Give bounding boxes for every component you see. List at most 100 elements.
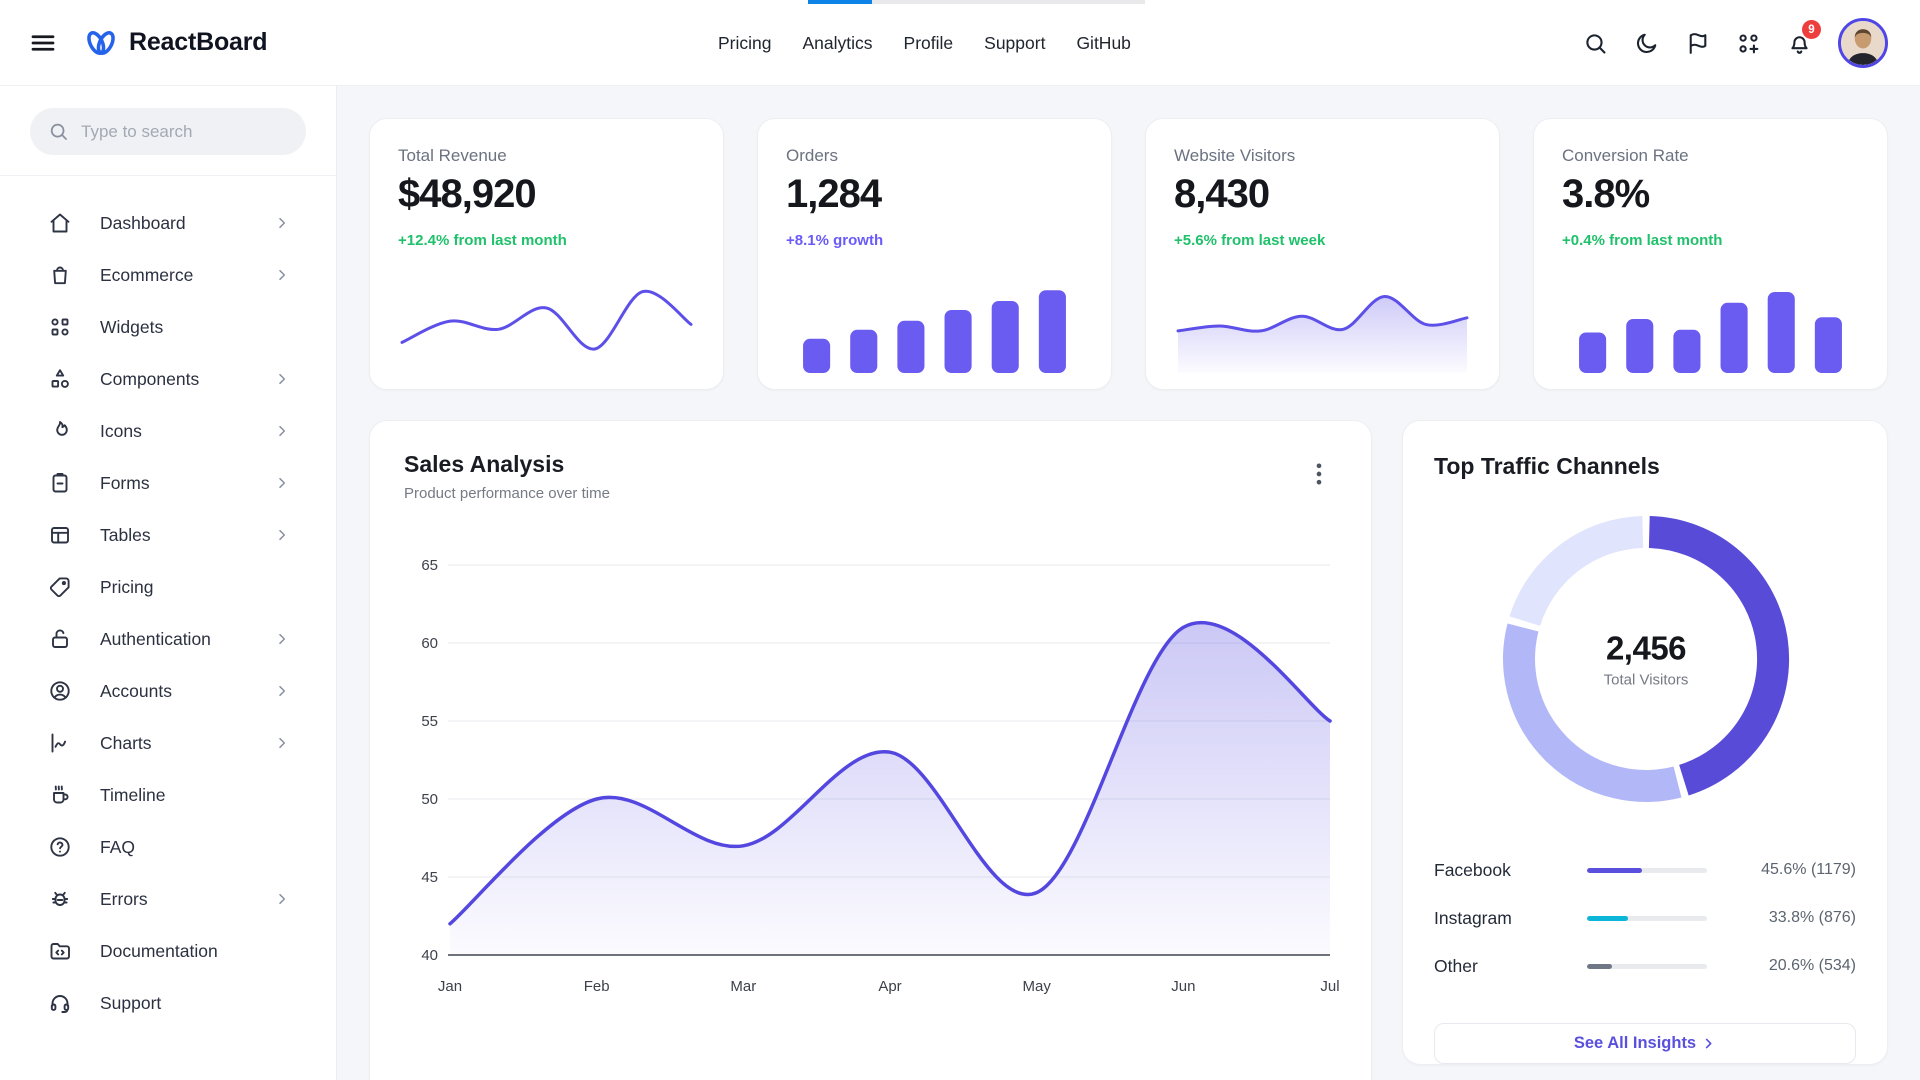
traffic-channel-row-facebook: Facebook45.6% (1179) [1434,846,1856,894]
search-input[interactable] [81,122,288,142]
stat-delta: +8.1% growth [786,232,1083,249]
svg-text:Jun: Jun [1171,978,1195,995]
search-icon [1583,31,1608,56]
sales-analysis-card: Sales Analysis Product performance over … [369,420,1372,1080]
home-icon [48,211,72,235]
chart-line-icon [48,731,72,755]
sidebar-item-widgets[interactable]: Widgets [0,301,336,353]
apps-menu-button[interactable] [1728,23,1768,63]
shapes-icon [48,367,72,391]
sidebar-item-label: Charts [100,733,152,754]
chevron-right-icon [274,683,290,699]
bug-icon [48,887,72,911]
tag-icon [48,575,72,599]
stat-label: Orders [786,146,1083,166]
stat-cards-row: Total Revenue$48,920+12.4% from last mon… [369,118,1888,390]
chevron-right-icon [1701,1036,1716,1051]
mug-icon [48,783,72,807]
traffic-channels-card: Top Traffic Channels 2,456 Total Visitor… [1402,420,1888,1065]
charts-row: Sales Analysis Product performance over … [369,420,1888,1080]
stat-card-total-revenue: Total Revenue$48,920+12.4% from last mon… [369,118,724,390]
sidebar-item-label: Icons [100,421,142,442]
brand: ReactBoard [82,26,267,60]
sidebar-search [30,108,306,155]
stat-card-conversion-rate: Conversion Rate3.8%+0.4% from last month [1533,118,1888,390]
stat-delta: +5.6% from last week [1174,232,1471,249]
traffic-channel-row-other: Other20.6% (534) [1434,942,1856,990]
svg-text:Feb: Feb [584,978,610,995]
total-visitors-value: 2,456 [1546,630,1746,668]
sidebar: DashboardEcommerceWidgetsComponents Icons… [0,86,337,1080]
traffic-channel-row-instagram: Instagram33.8% (876) [1434,894,1856,942]
sidebar-menu: DashboardEcommerceWidgetsComponents Icons… [0,176,336,1029]
see-all-insights-button[interactable]: See All Insights [1434,1023,1856,1064]
stat-delta: +12.4% from last month [398,232,695,249]
chevron-right-icon [274,215,290,231]
sidebar-item-faq[interactable]: FAQ [0,821,336,873]
sidebar-item-authentication[interactable]: Authentication [0,613,336,665]
nav-link-pricing[interactable]: Pricing [718,33,772,54]
stat-value: 3.8% [1562,172,1859,217]
nav-link-profile[interactable]: Profile [904,33,954,54]
svg-text:55: 55 [421,713,438,730]
sales-analysis-chart: 404550556065JanFebMarAprMayJunJul [370,549,1373,1001]
sidebar-item-tables[interactable]: Tables [0,509,336,561]
svg-text:50: 50 [421,791,438,808]
sidebar-item-documentation[interactable]: Documentation [0,925,336,977]
nav-link-support[interactable]: Support [984,33,1045,54]
nav-link-github[interactable]: GitHub [1076,33,1130,54]
user-avatar[interactable] [1838,18,1888,68]
sidebar-item-forms[interactable]: Forms [0,457,336,509]
sidebar-item-support[interactable]: Support [0,977,336,1029]
chevron-right-icon [274,371,290,387]
apps-grid-icon [1736,31,1761,56]
sales-analysis-title: Sales Analysis [404,451,1337,478]
flag-icon [1685,31,1710,56]
svg-text:Jul: Jul [1320,978,1339,995]
page-loading-bar [808,0,1145,4]
sidebar-item-errors[interactable]: Errors [0,873,336,925]
flame-icon [48,419,72,443]
chevron-right-icon [274,631,290,647]
traffic-legend: Facebook45.6% (1179)Instagram33.8% (876)… [1434,846,1856,990]
search-button[interactable] [1575,23,1615,63]
menu-toggle-button[interactable] [28,28,58,58]
topbar-actions: 9 [1575,0,1888,86]
sidebar-item-accounts[interactable]: Accounts [0,665,336,717]
brand-logo-icon [82,26,120,60]
chevron-right-icon [274,475,290,491]
sidebar-item-label: Pricing [100,577,154,598]
stat-card-website-visitors: Website Visitors 8,430 +5.6% from last wee… [1145,118,1500,390]
folder-code-icon [48,939,72,963]
brand-name: ReactBoard [129,28,267,57]
channel-name: Facebook [1434,860,1587,881]
question-circle-icon [48,835,72,859]
language-flag-button[interactable] [1677,23,1717,63]
stat-label: Website Visitors [1174,146,1471,166]
sidebar-item-components[interactable]: Components [0,353,336,405]
sidebar-item-ecommerce[interactable]: Ecommerce [0,249,336,301]
sidebar-item-timeline[interactable]: Timeline [0,769,336,821]
notifications-button[interactable]: 9 [1779,23,1819,63]
sidebar-item-pricing[interactable]: Pricing [0,561,336,613]
shopping-bag-icon [48,263,72,287]
sidebar-item-dashboard[interactable]: Dashboard [0,197,336,249]
sales-analysis-menu-button[interactable] [1305,459,1333,491]
svg-text:40: 40 [421,947,438,964]
channel-value: 20.6% (534) [1707,957,1856,975]
stat-card-orders: Orders1,284+8.1% growth [757,118,1112,390]
chevron-right-icon [274,423,290,439]
svg-text:Jan: Jan [438,978,462,995]
kebab-menu-icon [1305,460,1333,488]
sidebar-item-icons[interactable]: Icons [0,405,336,457]
sidebar-item-charts[interactable]: Charts [0,717,336,769]
channel-progress-bar [1587,916,1707,921]
channel-progress-bar [1587,868,1707,873]
nav-link-analytics[interactable]: Analytics [803,33,873,54]
clipboard-icon [48,471,72,495]
sidebar-item-label: Documentation [100,941,218,962]
chevron-right-icon [274,527,290,543]
stat-sparkline [1562,277,1859,373]
stat-value: 8,430 [1174,172,1471,217]
dark-mode-toggle[interactable] [1626,23,1666,63]
